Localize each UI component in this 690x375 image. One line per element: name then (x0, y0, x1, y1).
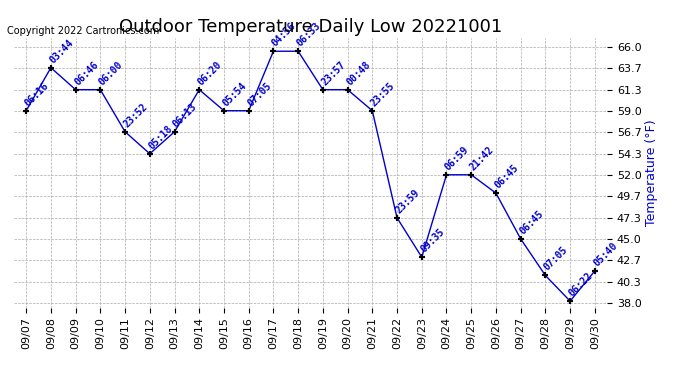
Text: 23:52: 23:52 (121, 101, 150, 129)
Text: 06:45: 06:45 (518, 208, 545, 236)
Text: 05:18: 05:18 (146, 123, 175, 151)
Text: 23:55: 23:55 (369, 80, 397, 108)
Text: 00:48: 00:48 (344, 59, 372, 87)
Title: Outdoor Temperature Daily Low 20221001: Outdoor Temperature Daily Low 20221001 (119, 18, 502, 36)
Text: 23:59: 23:59 (394, 187, 422, 215)
Text: 21:42: 21:42 (468, 144, 495, 172)
Text: Copyright 2022 Cartronics.com: Copyright 2022 Cartronics.com (7, 26, 159, 36)
Text: 05:40: 05:40 (591, 240, 620, 268)
Text: 07:05: 07:05 (246, 80, 273, 108)
Text: 06:59: 06:59 (443, 144, 471, 172)
Text: 06:22: 06:22 (566, 270, 595, 298)
Text: 06:45: 06:45 (493, 162, 520, 190)
Text: 09:35: 09:35 (418, 226, 446, 254)
Text: 05:54: 05:54 (221, 80, 248, 108)
Text: 06:46: 06:46 (72, 59, 100, 87)
Text: 04:56: 04:56 (270, 21, 298, 48)
Text: 06:13: 06:13 (171, 101, 199, 129)
Y-axis label: Temperature (°F): Temperature (°F) (644, 119, 658, 226)
Text: 23:57: 23:57 (319, 59, 347, 87)
Text: 07:05: 07:05 (542, 245, 570, 273)
Text: 03:44: 03:44 (48, 37, 75, 65)
Text: 06:16: 06:16 (23, 80, 50, 108)
Text: 06:00: 06:00 (97, 59, 125, 87)
Text: 06:33: 06:33 (295, 21, 323, 48)
Text: 06:20: 06:20 (196, 59, 224, 87)
